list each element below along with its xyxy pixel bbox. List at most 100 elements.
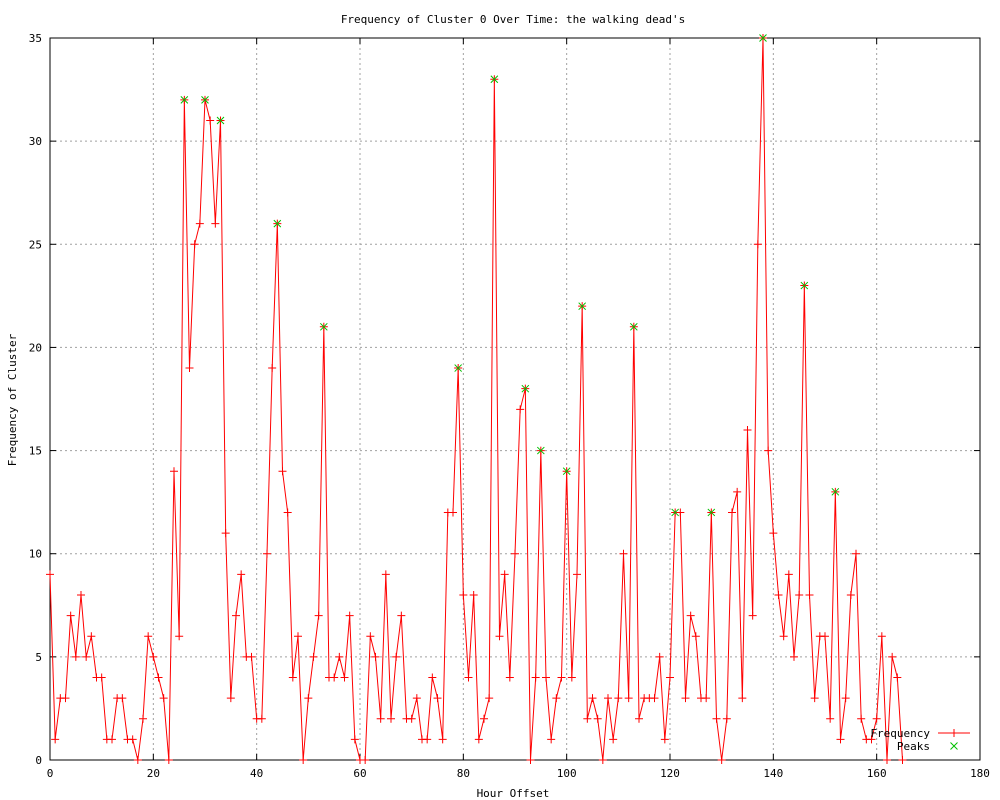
axes: 0 20 40 60 80 100 120 140 160 180 0 5 10 15 20 25 30 35 bbox=[29, 32, 990, 780]
frequency-point bbox=[619, 549, 628, 558]
frequency-point bbox=[278, 467, 287, 476]
frequency-point bbox=[748, 611, 757, 620]
frequency-point bbox=[826, 714, 835, 723]
frequency-point bbox=[609, 735, 618, 744]
y-tick-label: 5 bbox=[35, 651, 42, 664]
frequency-point bbox=[681, 694, 690, 703]
frequency-point bbox=[118, 694, 127, 703]
frequency-point bbox=[888, 652, 897, 661]
frequency-point bbox=[722, 714, 731, 723]
frequency-point bbox=[175, 632, 184, 641]
frequency-point bbox=[588, 694, 597, 703]
peak-point bbox=[319, 322, 328, 331]
frequency-point bbox=[133, 756, 142, 764]
frequency-point bbox=[407, 714, 416, 723]
peak-point bbox=[707, 508, 716, 517]
frequency-point bbox=[221, 529, 230, 538]
frequency-point bbox=[691, 632, 700, 641]
frequency-point bbox=[361, 756, 370, 764]
plot-area bbox=[46, 34, 907, 764]
y-axis-label: Frequency of Cluster bbox=[6, 333, 19, 466]
legend-label-peaks: Peaks bbox=[897, 740, 930, 753]
frequency-point bbox=[624, 694, 633, 703]
frequency-point bbox=[139, 714, 147, 723]
frequency-point bbox=[598, 756, 607, 764]
peak-point bbox=[629, 322, 638, 331]
peak-point bbox=[800, 281, 809, 290]
frequency-point bbox=[542, 673, 550, 682]
frequency-point bbox=[480, 714, 488, 723]
peak-point bbox=[273, 219, 282, 228]
frequency-point bbox=[206, 116, 215, 125]
x-tick-label: 20 bbox=[147, 767, 160, 780]
frequency-point bbox=[774, 590, 783, 599]
frequency-point bbox=[846, 590, 855, 599]
frequency-point bbox=[784, 570, 793, 579]
frequency-point bbox=[516, 405, 525, 414]
frequency-point bbox=[288, 673, 297, 682]
frequency-point bbox=[795, 590, 804, 599]
x-tick-label: 0 bbox=[47, 767, 54, 780]
frequency-point bbox=[898, 756, 907, 764]
frequency-point bbox=[769, 529, 778, 538]
frequency-point bbox=[46, 570, 54, 579]
frequency-point bbox=[128, 735, 137, 744]
frequency-point bbox=[71, 652, 80, 661]
frequency-point bbox=[283, 508, 292, 517]
frequency-point bbox=[867, 735, 876, 744]
x-tick-label: 60 bbox=[353, 767, 366, 780]
frequency-point bbox=[511, 549, 519, 558]
frequency-point bbox=[195, 219, 204, 228]
peak-point bbox=[536, 446, 545, 455]
frequency-line bbox=[49, 37, 903, 761]
chart-title: Frequency of Cluster 0 Over Time: the wa… bbox=[341, 13, 685, 26]
frequency-point bbox=[397, 611, 406, 620]
frequency-point bbox=[593, 714, 602, 723]
frequency-point bbox=[108, 735, 116, 744]
frequency-point bbox=[257, 714, 266, 723]
frequency-point bbox=[459, 590, 468, 599]
frequency-point bbox=[82, 652, 91, 661]
peak-point bbox=[490, 75, 499, 84]
frequency-point bbox=[366, 632, 375, 641]
frequency-point bbox=[635, 714, 643, 723]
y-tick-label: 25 bbox=[29, 238, 42, 251]
frequency-point bbox=[237, 570, 246, 579]
y-tick-label: 30 bbox=[29, 135, 42, 148]
frequency-point bbox=[304, 694, 313, 703]
frequency-point bbox=[676, 508, 685, 517]
frequency-point bbox=[738, 694, 747, 703]
x-tick-label: 140 bbox=[763, 767, 783, 780]
frequency-point bbox=[97, 673, 106, 682]
legend-marker-frequency bbox=[950, 729, 958, 737]
frequency-point bbox=[753, 240, 762, 249]
frequency-point bbox=[857, 714, 866, 723]
frequency-point bbox=[552, 694, 561, 703]
peak-point bbox=[180, 96, 189, 104]
x-tick-label: 160 bbox=[867, 767, 887, 780]
frequency-point bbox=[428, 673, 437, 682]
frequency-point bbox=[190, 240, 199, 249]
peak-point bbox=[454, 364, 463, 372]
frequency-point bbox=[666, 673, 674, 682]
y-tick-label: 20 bbox=[29, 341, 42, 354]
y-tick-label: 0 bbox=[35, 754, 42, 767]
frequency-point bbox=[381, 570, 390, 579]
frequency-point bbox=[387, 714, 395, 723]
frequency-point bbox=[614, 694, 623, 703]
frequency-point bbox=[877, 632, 886, 641]
x-tick-label: 180 bbox=[970, 767, 990, 780]
peak-point bbox=[671, 508, 680, 517]
frequency-point bbox=[841, 694, 850, 703]
frequency-point bbox=[350, 735, 359, 744]
frequency-point bbox=[412, 694, 421, 703]
frequency-point bbox=[149, 652, 158, 661]
frequency-point bbox=[294, 632, 302, 641]
peak-point bbox=[216, 116, 225, 125]
frequency-point bbox=[702, 694, 711, 703]
frequency-point bbox=[852, 549, 860, 558]
frequency-point bbox=[531, 673, 540, 682]
x-tick-label: 100 bbox=[557, 767, 577, 780]
